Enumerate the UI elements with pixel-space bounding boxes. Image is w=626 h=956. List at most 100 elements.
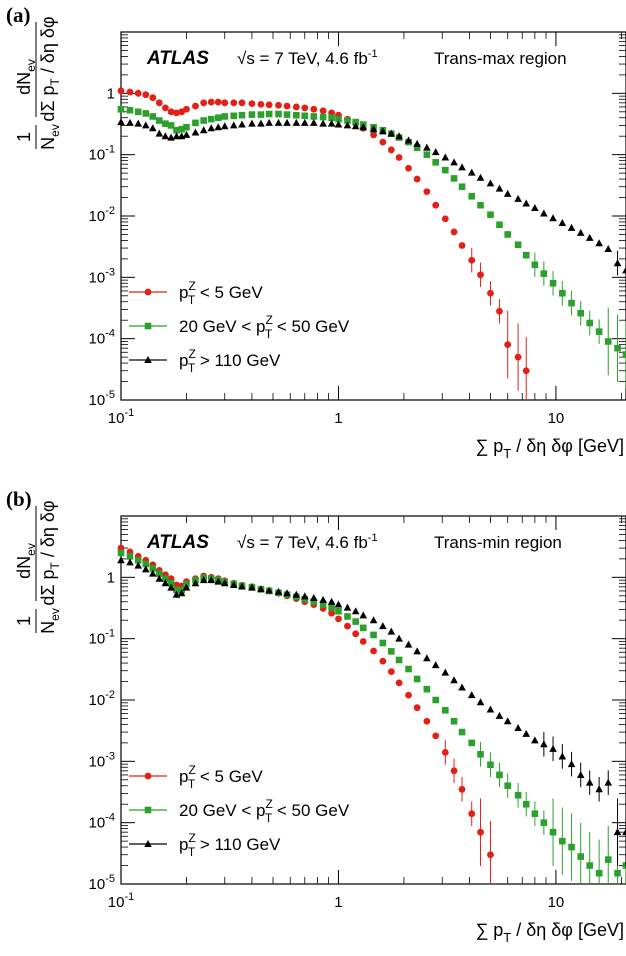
data-point xyxy=(192,119,199,127)
y-label-dnev: dNev xyxy=(14,543,38,579)
data-point xyxy=(370,647,377,655)
data-point xyxy=(549,744,557,752)
data-point xyxy=(450,158,458,166)
y-tick-label: 10-3 xyxy=(89,266,115,286)
data-point xyxy=(441,153,450,161)
data-point xyxy=(540,740,548,748)
region-label: Trans-max region xyxy=(434,49,567,68)
chart-panel-b: (b) 10-5 10-4 10-3 10-2 10-1 1 10-1 1 10 ∑ pT / δη… xyxy=(6,487,626,945)
legend-entry-1: 20 GeV < pZ T < 50 GeV xyxy=(129,313,350,341)
data-point xyxy=(230,112,238,120)
data-point xyxy=(504,341,512,349)
plot-frame xyxy=(120,31,626,401)
legend-label: pZ T < 5 GeV xyxy=(179,279,263,307)
data-point xyxy=(351,122,360,130)
data-point xyxy=(514,241,522,249)
data-point xyxy=(182,583,191,591)
data-point xyxy=(126,558,134,566)
data-point xyxy=(207,576,216,584)
data-point xyxy=(496,221,503,229)
data-point xyxy=(395,154,403,161)
data-point xyxy=(327,597,336,605)
data-point xyxy=(468,192,476,200)
data-point xyxy=(334,120,343,128)
data-point xyxy=(441,668,450,676)
data-point xyxy=(387,627,396,635)
data-point xyxy=(549,828,557,836)
data-point xyxy=(540,209,548,217)
data-point xyxy=(476,173,485,181)
data-point xyxy=(182,130,191,138)
data-point xyxy=(155,99,163,107)
data-point xyxy=(359,624,367,632)
data-point xyxy=(458,183,466,191)
data-point xyxy=(595,869,603,877)
data-point xyxy=(161,104,169,112)
data-point xyxy=(134,561,143,569)
data-point xyxy=(379,657,387,665)
data-point xyxy=(387,146,395,154)
y-label-dnev: dNev xyxy=(14,59,38,95)
data-point xyxy=(275,110,282,118)
data-point xyxy=(441,215,449,223)
data-point xyxy=(450,717,458,725)
data-point xyxy=(293,111,300,119)
series-1 xyxy=(117,549,626,884)
panel-label: (b) xyxy=(6,487,32,511)
y-tick-label: 1 xyxy=(107,569,115,586)
data-point xyxy=(248,111,256,118)
data-point xyxy=(359,638,367,645)
data-point xyxy=(310,598,318,606)
data-point xyxy=(450,767,458,775)
data-point xyxy=(155,570,163,577)
data-point xyxy=(274,118,283,126)
data-point xyxy=(319,595,327,603)
data-point xyxy=(334,600,343,608)
data-point xyxy=(559,289,566,297)
legend-marker xyxy=(144,322,152,330)
data-point xyxy=(292,103,300,111)
y-label-numerator-one: 1 xyxy=(14,616,34,626)
data-point xyxy=(522,729,531,737)
x-axis-label: ∑ pT / δη δφ [GeV] xyxy=(475,920,624,945)
data-point xyxy=(162,575,169,582)
data-point xyxy=(613,259,622,267)
data-point xyxy=(395,679,403,687)
data-point xyxy=(522,251,530,259)
x-tick-label: 1 xyxy=(334,894,342,911)
data-point xyxy=(257,585,265,593)
data-point xyxy=(134,556,142,564)
data-point xyxy=(167,133,175,141)
y-label-nev: Nev xyxy=(38,124,62,150)
data-point xyxy=(155,117,163,124)
data-point xyxy=(134,119,143,127)
data-point xyxy=(604,778,613,786)
y-tick-label: 10-4 xyxy=(89,328,115,348)
y-tick-label: 10-3 xyxy=(89,750,115,770)
atlas-label: ATLAS xyxy=(146,532,209,553)
data-point xyxy=(134,89,142,97)
data-point xyxy=(558,752,567,760)
data-point xyxy=(477,828,484,836)
data-point xyxy=(148,124,157,132)
data-point xyxy=(558,218,567,226)
data-point xyxy=(207,124,216,132)
data-point xyxy=(388,648,395,655)
data-point xyxy=(514,791,522,799)
legend-marker xyxy=(144,840,152,847)
data-point xyxy=(214,114,222,122)
data-point xyxy=(319,601,327,608)
legend-marker xyxy=(144,288,152,296)
y-tick-label: 10-1 xyxy=(89,628,115,648)
data-point xyxy=(352,630,360,638)
data-point xyxy=(379,639,387,647)
data-point xyxy=(395,656,403,664)
data-point xyxy=(155,129,164,137)
data-point xyxy=(328,604,335,611)
data-point xyxy=(467,691,476,699)
data-point xyxy=(413,675,421,683)
data-point xyxy=(387,668,395,676)
legend-label: pZ T < 5 GeV xyxy=(179,763,263,791)
data-point xyxy=(614,869,621,877)
